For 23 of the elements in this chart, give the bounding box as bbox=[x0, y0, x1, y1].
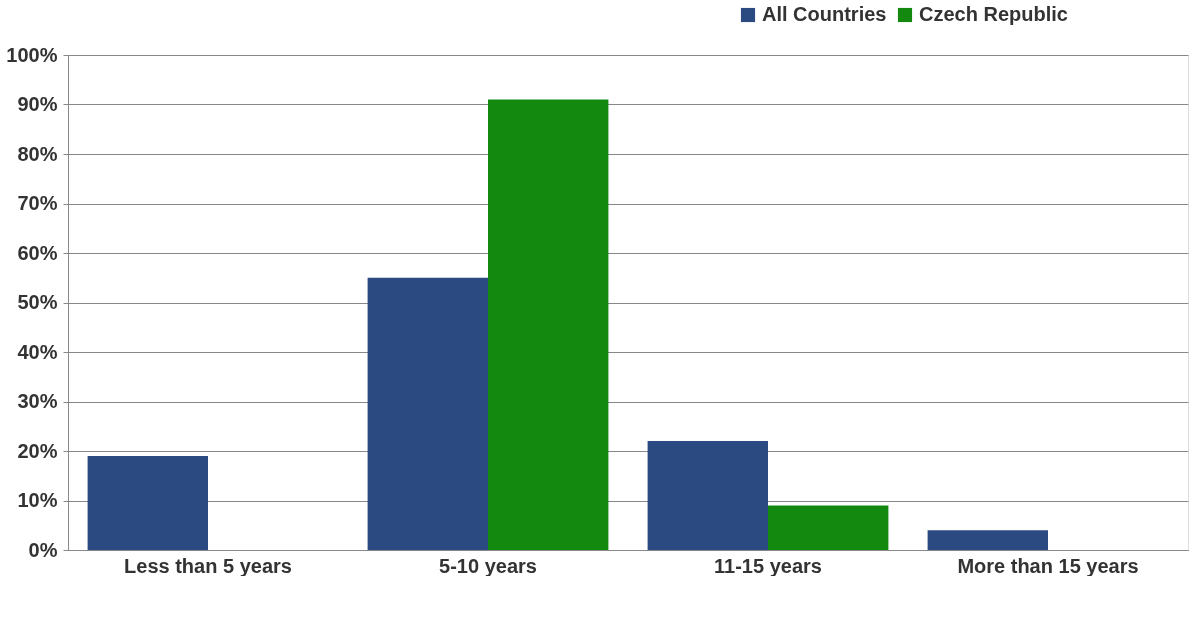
x-tick-label: Less than 5 years bbox=[124, 554, 292, 577]
y-tick-label: 90% bbox=[17, 93, 58, 115]
y-tick-label: 30% bbox=[17, 390, 58, 412]
y-tick-label: 60% bbox=[17, 241, 58, 264]
bar bbox=[647, 441, 768, 550]
bar bbox=[488, 99, 609, 550]
x-tick-label: 11-15 years bbox=[714, 554, 822, 577]
bar bbox=[927, 530, 1048, 550]
x-tick-label: More than 15 years bbox=[957, 554, 1139, 577]
bar bbox=[367, 277, 488, 550]
y-tick-label: 100% bbox=[6, 43, 58, 66]
y-tick-label: 50% bbox=[17, 291, 58, 313]
x-tick-label: 5-10 years bbox=[439, 554, 537, 577]
y-tick-label: 70% bbox=[17, 192, 58, 214]
bar bbox=[87, 455, 208, 550]
y-tick-label: 80% bbox=[17, 142, 58, 165]
y-tick-label: 0% bbox=[28, 538, 58, 561]
legend-label: All Countries bbox=[762, 3, 887, 25]
y-tick-label: 10% bbox=[17, 489, 58, 511]
y-tick-label: 20% bbox=[17, 439, 58, 462]
bar bbox=[768, 505, 889, 550]
legend-label: Czech Republic bbox=[919, 3, 1068, 25]
y-tick-label: 40% bbox=[17, 340, 58, 363]
